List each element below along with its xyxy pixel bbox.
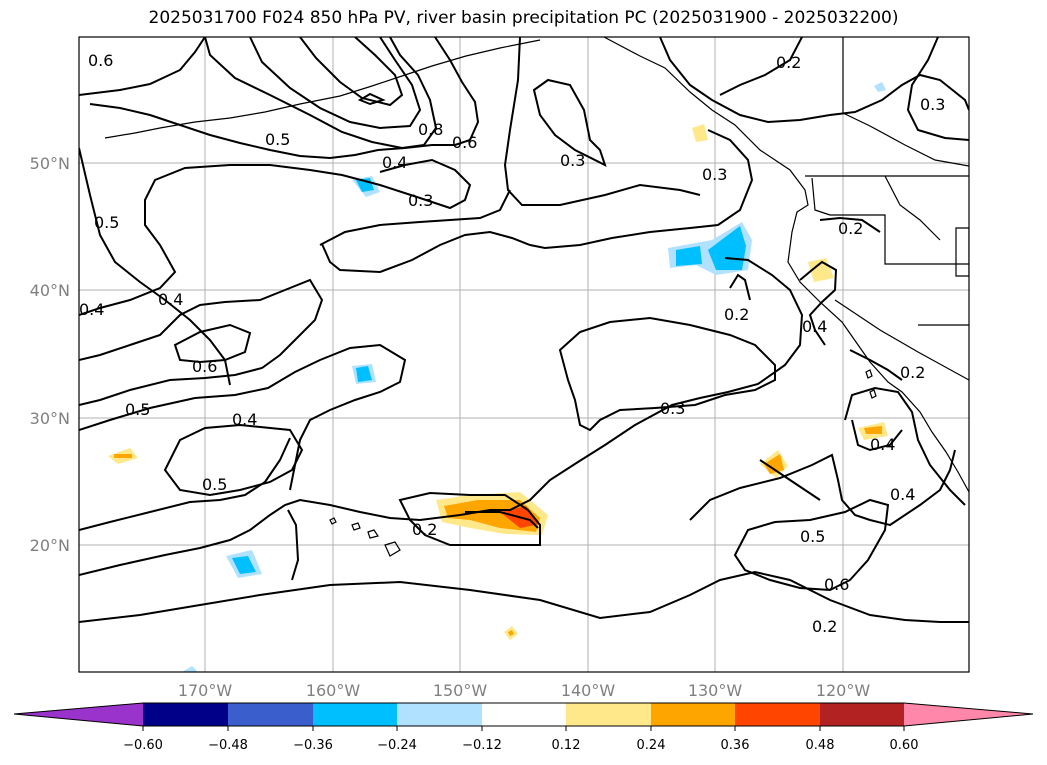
lon-label-170w: 170°W (178, 681, 233, 700)
contour-label: 0.2 (900, 363, 925, 382)
colorbar-tick-label: −0.12 (462, 738, 502, 753)
lat-label-50n: 50°N (30, 154, 70, 173)
contour-label: 0.3 (702, 165, 727, 184)
contour-label: 0.4 (79, 300, 104, 319)
colorbar-tick-label: 0.36 (721, 738, 750, 753)
colorbar-tick-label: −0.36 (293, 738, 333, 753)
contour-label: 0.4 (802, 317, 827, 336)
lat-label-30n: 30°N (30, 409, 70, 428)
contour-label: 0.5 (125, 400, 150, 419)
colorbar-tick-label: −0.24 (377, 738, 417, 753)
contour-label: 0.3 (920, 95, 945, 114)
contour-label: 0.2 (724, 305, 749, 324)
lat-label-20n: 20°N (30, 536, 70, 555)
contour-label: 0.4 (158, 290, 183, 309)
contour-label: 0.5 (94, 213, 119, 232)
pv-contours (79, 37, 969, 623)
contour-label: 0.2 (838, 219, 863, 238)
contour-label: 0.5 (265, 130, 290, 149)
contour-label: 0.4 (382, 153, 407, 172)
colorbar-extend-low (14, 703, 143, 726)
contour-label: 0.8 (418, 120, 443, 139)
contour-label: 0.4 (232, 410, 257, 429)
colorbar-extend-high (904, 703, 1033, 726)
contour-label: 0.2 (412, 520, 437, 539)
contour-label: 0.6 (824, 575, 849, 594)
colorbar-segment (397, 703, 482, 726)
colorbar-segment (735, 703, 820, 726)
map-area (79, 37, 969, 672)
contour-label: 0.2 (776, 53, 801, 72)
map-border (78, 36, 970, 673)
colorbar-tick-label: 0.60 (890, 738, 919, 753)
contour-label: 0.3 (660, 399, 685, 418)
colorbar-tick-label: −0.60 (123, 738, 163, 753)
colorbar-segment (651, 703, 735, 726)
contour-label: 0.4 (890, 485, 915, 504)
lon-label-160w: 160°W (306, 681, 361, 700)
lon-label-130w: 130°W (688, 681, 743, 700)
colorbar-tick-label: 0.12 (552, 738, 581, 753)
map-title: 2025031700 F024 850 hPa PV, river basin … (148, 8, 899, 28)
colorbar-tick-label: −0.48 (208, 738, 248, 753)
contour-label: 0.3 (408, 191, 433, 210)
contour-label: 0.6 (88, 51, 113, 70)
colorbar-segment (313, 703, 397, 726)
colorbar: −0.60 −0.48 −0.36 −0.24 −0.12 0.12 0.24 … (13, 702, 1034, 753)
colorbar-segment (143, 703, 228, 726)
contour-label: 0.5 (202, 475, 227, 494)
colorbar-segment (820, 703, 904, 726)
lon-label-120w: 120°W (816, 681, 871, 700)
contour-label: 0.5 (800, 527, 825, 546)
colorbar-tick-label: 0.48 (806, 738, 835, 753)
colorbar-segment (566, 703, 651, 726)
contour-label: 0.6 (192, 357, 217, 376)
lon-label-150w: 150°W (433, 681, 488, 700)
contour-label: 0.4 (870, 435, 895, 454)
lat-label-40n: 40°N (30, 281, 70, 300)
lat-labels: 50°N 40°N 30°N 20°N (30, 154, 70, 555)
contour-label: 0.6 (452, 133, 477, 152)
colorbar-segment (228, 703, 313, 726)
lon-label-140w: 140°W (561, 681, 616, 700)
colorbar-segment (482, 703, 566, 726)
lon-labels: 170°W 160°W 150°W 140°W 130°W 120°W (178, 681, 871, 700)
contour-label: 0.2 (812, 617, 837, 636)
coastlines (104, 37, 969, 557)
colorbar-tick-label: 0.24 (637, 738, 666, 753)
contour-labels: 0.6 0.8 0.6 0.5 0.4 0.3 0.3 0.5 0.4 0.4 … (79, 51, 945, 636)
contour-label: 0.3 (560, 151, 585, 170)
